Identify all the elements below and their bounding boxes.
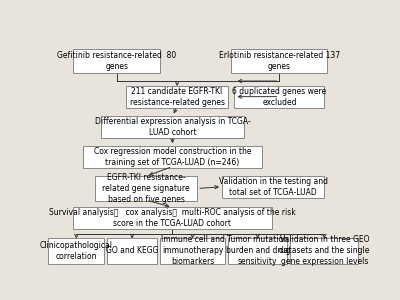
FancyBboxPatch shape — [160, 238, 225, 263]
FancyBboxPatch shape — [95, 176, 197, 201]
FancyBboxPatch shape — [107, 238, 157, 263]
Text: Validation in the testing and
total set of TCGA-LUAD: Validation in the testing and total set … — [219, 177, 328, 197]
Text: 6 duplicated genes were
excluded: 6 duplicated genes were excluded — [232, 87, 326, 107]
FancyBboxPatch shape — [73, 49, 160, 73]
Text: Erlotinib resistance-related 137
genes: Erlotinib resistance-related 137 genes — [219, 51, 340, 71]
Text: Gefitinib resistance-related  80
genes: Gefitinib resistance-related 80 genes — [57, 51, 176, 71]
FancyBboxPatch shape — [82, 146, 262, 168]
FancyBboxPatch shape — [234, 86, 324, 108]
FancyBboxPatch shape — [231, 49, 328, 73]
Text: Clinicopathological
correlation: Clinicopathological correlation — [40, 241, 113, 261]
FancyBboxPatch shape — [222, 176, 324, 198]
Text: 211 candidate EGFR-TKI
resistance-related genes: 211 candidate EGFR-TKI resistance-relate… — [130, 87, 225, 107]
FancyBboxPatch shape — [228, 238, 287, 263]
Text: Cox regression model construction in the
training set of TCGA-LUAD (n=246): Cox regression model construction in the… — [94, 147, 251, 167]
FancyBboxPatch shape — [290, 238, 358, 263]
Text: EGFR-TKI resistance-
related gene signature
based on five genes: EGFR-TKI resistance- related gene signat… — [102, 173, 190, 204]
Text: Tumor mutation
burden and drug
sensitivity: Tumor mutation burden and drug sensitivi… — [226, 235, 290, 266]
Text: Validation in three GEO
datasets and the single
gene expression levels: Validation in three GEO datasets and the… — [279, 235, 370, 266]
FancyBboxPatch shape — [48, 238, 104, 263]
Text: GO and KEGG: GO and KEGG — [106, 246, 158, 255]
Text: Immune cell and
immunotherapy
biomarkers: Immune cell and immunotherapy biomarkers — [161, 235, 224, 266]
FancyBboxPatch shape — [73, 207, 272, 229]
FancyBboxPatch shape — [126, 86, 228, 108]
Text: Differential expression analysis in TCGA-
LUAD cohort: Differential expression analysis in TCGA… — [94, 117, 250, 137]
Text: Survival analysis．   cox analysis．  multi-ROC analysis of the risk
score in the : Survival analysis． cox analysis． multi-R… — [49, 208, 296, 228]
FancyBboxPatch shape — [101, 116, 244, 138]
